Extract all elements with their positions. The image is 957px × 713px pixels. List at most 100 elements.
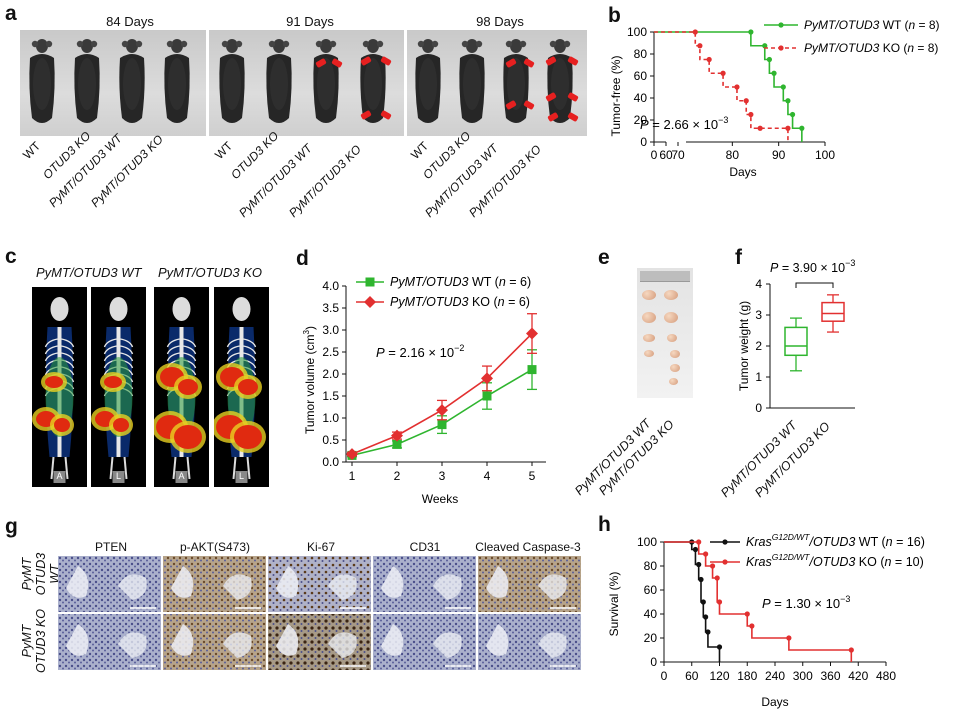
tumor-specimen xyxy=(664,312,678,323)
f-box xyxy=(821,301,845,322)
d-legend-ko-marker xyxy=(364,296,376,308)
d-xtick-label: 1 xyxy=(349,469,356,483)
c-label-wt: PyMT/OTUD3 WT xyxy=(36,265,142,280)
b-legend-ko: PyMT/OTUD3 KO (n = 8) xyxy=(804,41,938,55)
h-series-point-1 xyxy=(709,563,716,569)
ihc-lumen xyxy=(66,624,89,656)
b-legend-wt-marker xyxy=(778,22,784,28)
ihc-lumen xyxy=(223,574,252,600)
b-xlabel: Days xyxy=(729,165,756,179)
ihc-lumen xyxy=(433,574,462,600)
h-series-point-0 xyxy=(696,561,702,568)
ihc-lumen xyxy=(276,566,299,598)
label-wt-91: WT xyxy=(212,138,236,162)
ihc-grid xyxy=(58,556,581,670)
h-series-point-0 xyxy=(692,546,699,553)
d-ytick-label: 1.5 xyxy=(322,389,339,403)
pet-scan-3: L xyxy=(212,287,269,487)
panel-label-d: d xyxy=(296,247,309,270)
mouse-1-1 xyxy=(261,38,297,130)
d-point-ko xyxy=(391,429,403,442)
b-xtick-label: 0 xyxy=(651,148,658,162)
h-series-point-0 xyxy=(703,614,709,620)
f-box xyxy=(784,326,808,357)
h-xtick-label: 240 xyxy=(765,669,785,683)
ihc-lumen xyxy=(328,632,357,658)
h-series-point-1 xyxy=(749,623,755,629)
b-series-point-1 xyxy=(743,98,749,104)
h-series-point-1 xyxy=(786,635,792,641)
mouse-2-2 xyxy=(498,38,534,130)
b-ytick-label: 20 xyxy=(634,113,648,127)
b-series-line-0 xyxy=(654,31,803,142)
f-ytick-label: 2 xyxy=(755,339,762,353)
tumor-weight-chart: 0 1 2 3 4 Tumor weight (g) P = 3.90 × 10−3 xyxy=(737,258,855,415)
d-xtick-label: 2 xyxy=(394,469,401,483)
h-ytick-label: 60 xyxy=(644,583,658,597)
panel-label-f: f xyxy=(735,246,742,269)
d-xtick-label: 3 xyxy=(439,469,446,483)
label-wt-84: WT xyxy=(20,138,44,162)
ihc-lumen xyxy=(486,624,509,656)
label-pymt-wt-98: PyMT/OTUD3 WT xyxy=(422,141,501,220)
h-series-point-1 xyxy=(716,599,723,605)
ihc-lumen xyxy=(171,624,194,656)
ihc-lumen xyxy=(223,632,252,658)
ihc-lumen xyxy=(538,574,567,600)
f-p-value: P = 3.90 × 10−3 xyxy=(770,258,855,275)
h-series-point-1 xyxy=(744,611,750,617)
ihc-lumen xyxy=(171,566,194,598)
b-series-point-1 xyxy=(720,70,726,76)
panel-label-a: a xyxy=(5,2,17,25)
d-point-wt xyxy=(437,420,447,430)
b-series-point-0 xyxy=(785,98,791,104)
ihc-lumen xyxy=(328,574,357,600)
d-xlabel: Weeks xyxy=(422,492,458,506)
b-series-point-0 xyxy=(766,56,772,63)
h-ytick-label: 100 xyxy=(637,535,657,549)
d-point-wt xyxy=(482,391,492,401)
tumor-specimen xyxy=(670,350,680,358)
h-xtick-label: 420 xyxy=(848,669,868,683)
h-xtick-label: 60 xyxy=(685,669,699,683)
ihc-lumen xyxy=(276,624,299,656)
b-series-point-0 xyxy=(789,111,796,118)
h-xtick-label: 120 xyxy=(709,669,729,683)
pet-scan-0: A xyxy=(32,287,87,487)
survival-chart: 0 20 40 60 80 100 0 60 120 180 240 300 360 420 480 Sur… xyxy=(607,532,925,709)
tumor-specimen xyxy=(643,334,655,342)
ihc-lumen xyxy=(66,566,89,598)
b-xtick-label: 60 xyxy=(659,148,673,162)
ihc-lumen xyxy=(381,624,404,656)
ihc-header-pakt: p-AKT(S473) xyxy=(179,540,251,554)
ihc-lumen xyxy=(486,566,509,598)
b-xtick-label: 80 xyxy=(726,148,740,162)
day-label-84: 84 Days xyxy=(106,14,154,29)
pet-scan-2: A xyxy=(152,287,209,487)
h-ytick-label: 40 xyxy=(644,607,658,621)
pet-scan-1: L xyxy=(91,287,146,487)
f-ytick-label: 1 xyxy=(755,370,762,384)
h-xtick-label: 0 xyxy=(661,669,668,683)
h-xtick-label: 480 xyxy=(876,669,896,683)
d-legend-wt-marker xyxy=(365,277,375,287)
panel-label-b: b xyxy=(608,4,621,27)
tumor-volume-chart: 0.0 0.5 1.0 1.5 2.0 2.5 3.0 3.5 4.0 1 2 3 4 5 Tumor v… xyxy=(302,275,546,506)
h-legend-wt-marker xyxy=(722,539,728,545)
b-series-point-1 xyxy=(697,43,703,49)
d-ytick-label: 2.0 xyxy=(322,367,339,381)
tumor-specimen xyxy=(644,350,654,357)
mouse-1-2 xyxy=(308,38,344,130)
h-series-point-1 xyxy=(714,575,720,581)
mouse-0-3 xyxy=(159,38,195,130)
b-series-point-0 xyxy=(771,70,777,76)
day-label-98: 98 Days xyxy=(476,14,524,29)
d-xtick-label: 5 xyxy=(529,469,536,483)
tumor-specimen xyxy=(669,378,678,385)
ihc-lumen xyxy=(118,632,147,658)
ihc-lumen xyxy=(381,566,404,598)
b-series-point-0 xyxy=(748,29,754,35)
b-series-point-1 xyxy=(748,111,754,118)
f-ytick-label: 3 xyxy=(755,308,762,322)
label-pymt-ko-84: PyMT/OTUD3 KO xyxy=(88,132,166,210)
